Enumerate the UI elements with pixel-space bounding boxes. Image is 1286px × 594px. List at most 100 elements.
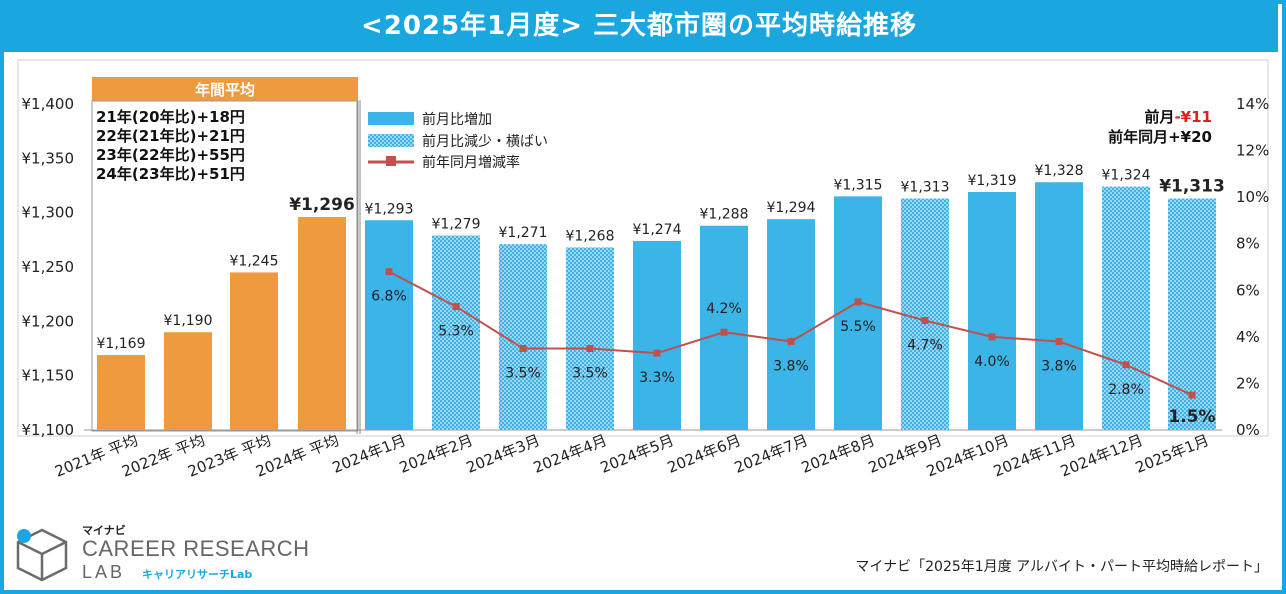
bar-15 bbox=[1035, 182, 1083, 430]
page-title: <2025年1月度> 三大都市圏の平均時給推移 bbox=[0, 0, 1278, 52]
annual-box-frame bbox=[91, 100, 359, 432]
yoy-marker bbox=[1055, 338, 1063, 346]
y2-tick-label: 0% bbox=[1236, 421, 1260, 439]
yoy-label: 1.5% bbox=[1168, 407, 1215, 427]
yoy-marker bbox=[385, 268, 393, 276]
yoy-marker bbox=[519, 345, 527, 352]
y-tick-label: ¥1,100 bbox=[22, 421, 75, 439]
x-tick-label: 2025年1月 bbox=[1133, 431, 1212, 477]
bar-value-label: ¥1,294 bbox=[767, 200, 816, 216]
legend-label-increase: 前月比増加 bbox=[422, 111, 492, 128]
y-tick-label: ¥1,150 bbox=[22, 367, 75, 385]
yoy-marker bbox=[1122, 361, 1130, 369]
logo-lab-text: LAB bbox=[82, 562, 126, 582]
logo-main-text: CAREER RESEARCH bbox=[82, 536, 310, 561]
bar-10 bbox=[700, 225, 748, 430]
legend-label-decrease: 前月比減少・横ばい bbox=[422, 133, 548, 150]
yoy-marker bbox=[586, 345, 594, 352]
bar-value-label: ¥1,313 bbox=[901, 180, 950, 196]
bar-1 bbox=[97, 355, 145, 430]
yoy-label: 3.5% bbox=[505, 366, 541, 382]
yoy-marker bbox=[452, 303, 460, 311]
yoy-label: 3.8% bbox=[773, 359, 809, 375]
legend-label-line: 前年同月増減率 bbox=[422, 154, 520, 171]
y2-tick-label: 8% bbox=[1236, 235, 1260, 253]
bar-value-label: ¥1,288 bbox=[700, 207, 749, 223]
bar-6 bbox=[432, 235, 480, 430]
bar-3 bbox=[230, 272, 278, 430]
summary-month: 前月-¥11 bbox=[1144, 108, 1212, 126]
bar-value-label: ¥1,324 bbox=[1102, 168, 1151, 184]
x-tick-label: 2024年5月 bbox=[598, 431, 677, 477]
yoy-marker bbox=[854, 298, 862, 306]
bar-value-label: ¥1,274 bbox=[633, 222, 682, 238]
bar-11 bbox=[767, 219, 815, 430]
yoy-label: 5.3% bbox=[438, 324, 474, 340]
x-tick-label: 2024年4月 bbox=[531, 431, 610, 477]
x-tick-label: 2024年8月 bbox=[799, 431, 878, 477]
yoy-label: 4.7% bbox=[907, 338, 943, 354]
bar-value-label: ¥1,328 bbox=[1035, 163, 1084, 179]
x-tick-label: 2024年1月 bbox=[330, 431, 409, 477]
bar-value-label: ¥1,268 bbox=[566, 228, 615, 244]
bar-2 bbox=[164, 332, 212, 430]
annual-diff-line: 24年(23年比)+51円 bbox=[96, 165, 245, 183]
y2-tick-label: 12% bbox=[1236, 142, 1269, 160]
y-tick-label: ¥1,250 bbox=[22, 258, 75, 276]
y2-tick-label: 14% bbox=[1236, 95, 1269, 113]
bar-value-label: ¥1,319 bbox=[968, 173, 1017, 189]
legend-swatch-marker bbox=[386, 156, 396, 166]
bar-4 bbox=[298, 217, 346, 430]
y-tick-label: ¥1,350 bbox=[22, 149, 75, 167]
y-tick-label: ¥1,300 bbox=[22, 204, 75, 222]
bar-value-label: ¥1,271 bbox=[499, 225, 548, 241]
yoy-label: 3.8% bbox=[1041, 359, 1077, 375]
annual-diff-line: 23年(22年比)+55円 bbox=[96, 146, 245, 164]
logo-sub-text: キャリアリサーチLab bbox=[142, 568, 253, 581]
y-tick-label: ¥1,400 bbox=[22, 95, 75, 113]
yoy-marker bbox=[787, 338, 795, 346]
bar-5 bbox=[365, 220, 413, 430]
bar-8 bbox=[566, 247, 614, 430]
bar-17 bbox=[1168, 198, 1216, 430]
bar-14 bbox=[968, 192, 1016, 430]
legend-swatch-decrease bbox=[368, 134, 414, 147]
yoy-label: 4.0% bbox=[974, 354, 1010, 370]
yoy-label: 4.2% bbox=[706, 301, 742, 317]
bar-value-label: ¥1,315 bbox=[834, 177, 883, 193]
yoy-label: 3.3% bbox=[639, 370, 675, 386]
summary-month-value: -¥11 bbox=[1174, 108, 1212, 126]
x-tick-label: 2024年2月 bbox=[397, 431, 476, 477]
legend-swatch-increase bbox=[368, 112, 414, 125]
bar-value-label: ¥1,313 bbox=[1159, 177, 1225, 197]
bar-16 bbox=[1102, 186, 1150, 430]
summary-year: 前年同月+¥20 bbox=[1108, 128, 1212, 146]
annual-diff-line: 21年(20年比)+18円 bbox=[96, 108, 245, 126]
x-tick-label: 2024年3月 bbox=[464, 431, 543, 477]
yoy-marker bbox=[921, 317, 929, 325]
plot-border bbox=[17, 59, 1269, 437]
source-note: マイナビ「2025年1月度 アルバイト・パート平均時給レポート」 bbox=[855, 559, 1268, 575]
bar-7 bbox=[499, 244, 547, 430]
x-tick-label: 2024年7月 bbox=[732, 431, 811, 477]
y2-tick-label: 10% bbox=[1236, 188, 1269, 206]
yoy-label: 2.8% bbox=[1108, 382, 1144, 398]
y-tick-label: ¥1,200 bbox=[22, 312, 75, 330]
annual-box-header bbox=[92, 77, 358, 101]
yoy-marker bbox=[1188, 391, 1196, 399]
summary-month-prefix: 前月 bbox=[1144, 108, 1174, 126]
bar-value-label: ¥1,190 bbox=[164, 313, 213, 329]
bar-value-label: ¥1,245 bbox=[230, 253, 279, 269]
yoy-label: 5.5% bbox=[840, 319, 876, 335]
yoy-marker bbox=[720, 328, 728, 336]
y2-tick-label: 2% bbox=[1236, 374, 1260, 392]
yoy-label: 6.8% bbox=[371, 289, 407, 305]
y2-tick-label: 4% bbox=[1236, 328, 1260, 346]
yoy-label: 3.5% bbox=[572, 366, 608, 382]
logo-mynavi: マイナビ bbox=[82, 524, 126, 537]
bar-value-label: ¥1,169 bbox=[97, 336, 146, 352]
bar-12 bbox=[834, 196, 882, 430]
y2-tick-label: 6% bbox=[1236, 281, 1260, 299]
yoy-marker bbox=[988, 333, 996, 341]
